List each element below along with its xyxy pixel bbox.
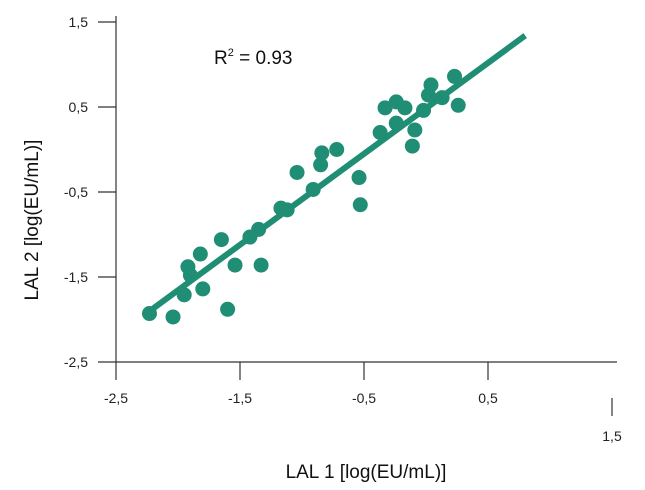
data-point — [192, 246, 208, 262]
plot-area: -2,5 -1,5 -0,5 0,5 1,5 -2,5 -1,5 -0,5 0,5 1,5 — [64, 14, 622, 444]
x-tick-label: -1,5 — [228, 390, 252, 406]
data-point — [397, 100, 413, 116]
r2-letter: R — [214, 48, 228, 69]
data-point — [388, 115, 404, 131]
data-point — [220, 301, 236, 317]
data-point — [195, 281, 211, 297]
data-point — [351, 170, 367, 186]
data-point — [289, 164, 305, 180]
data-point — [450, 97, 466, 113]
data-point — [141, 306, 157, 322]
data-point — [227, 257, 243, 273]
data-point — [372, 125, 388, 140]
data-point — [329, 142, 345, 157]
regression-line — [151, 33, 527, 311]
data-point — [251, 221, 267, 237]
y-tick-label: 1,5 — [69, 14, 89, 30]
data-point — [165, 309, 181, 325]
data-point — [176, 287, 192, 303]
data-point — [314, 145, 330, 161]
data-point — [279, 202, 295, 218]
x-tick-label: 1,5 — [602, 428, 622, 444]
data-point — [434, 90, 450, 106]
data-point — [305, 181, 321, 197]
data-point — [423, 77, 439, 93]
y-tick-label: -2,5 — [64, 354, 88, 370]
data-point — [404, 138, 420, 154]
x-tick-label: -0,5 — [352, 390, 376, 406]
y-axis-title: LAL 2 [log(EU/mL)] — [22, 140, 43, 301]
data-point — [352, 197, 368, 213]
data-point — [213, 232, 229, 248]
data-point — [377, 100, 393, 116]
x-tick-label: 0,5 — [478, 390, 498, 406]
data-point — [447, 68, 463, 84]
x-tick-label: -2,5 — [104, 390, 128, 406]
r2-value: = 0.93 — [234, 48, 293, 69]
data-point — [313, 157, 329, 173]
y-tick-label: 0,5 — [69, 99, 89, 115]
y-tick-label: -1,5 — [64, 269, 88, 285]
r2-annotation: R2 = 0.93 — [214, 47, 293, 69]
r2-superscript: 2 — [228, 47, 234, 59]
y-tick-label: -0,5 — [64, 184, 88, 200]
x-axis-title: LAL 1 [log(EU/mL)] — [286, 462, 447, 483]
data-point — [182, 267, 198, 283]
data-point — [253, 257, 269, 273]
data-point — [416, 102, 432, 118]
data-point — [407, 122, 423, 138]
